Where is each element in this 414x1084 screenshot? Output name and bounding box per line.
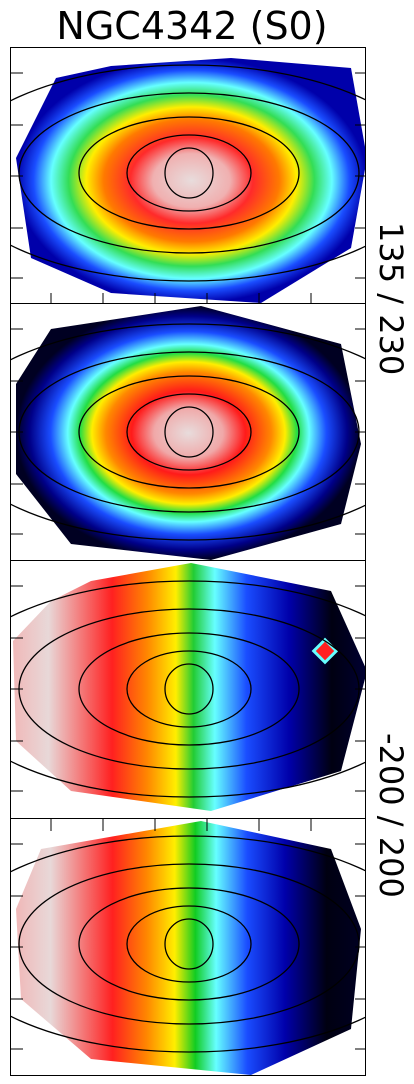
sigma-observed-map [11,58,365,303]
panel-velocity-observed [10,560,366,819]
velocity-observed-map [11,563,365,811]
panel-velocity-model [10,818,366,1076]
isophote-contours [11,835,365,1053]
tick-marks [11,585,365,792]
isophote-contours [11,580,365,798]
panel-sigma-observed [10,47,366,304]
velocity-model-map [11,819,365,1075]
dispersion-range-label: 135 / 230 [372,222,410,376]
figure-title: NGC4342 (S0) [56,4,328,48]
tick-marks [11,72,365,303]
sigma-model-map [11,306,365,560]
sigma-model-field [16,306,361,560]
velocity-model-field [16,821,361,1075]
isophote-contours [11,64,365,282]
tick-marks [11,819,365,1050]
velocity-range-label: -200 / 200 [372,733,410,898]
tick-marks [11,328,365,535]
panel-sigma-model [10,303,366,561]
velocity-observed-field [13,563,365,811]
